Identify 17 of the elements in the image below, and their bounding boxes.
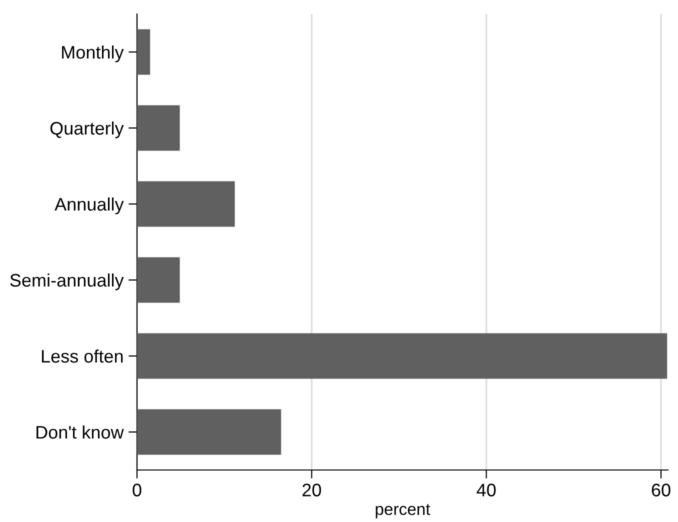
bar (137, 409, 282, 455)
bar (137, 333, 668, 379)
bar (137, 257, 180, 303)
bar (137, 105, 180, 151)
x-tick-label: 20 (302, 484, 322, 496)
y-tick-label: Annually (54, 197, 124, 214)
bar (137, 181, 235, 227)
y-tick-label: Monthly (62, 45, 124, 62)
y-tick-label: Less often (42, 349, 123, 363)
x-tick-label: 40 (476, 484, 496, 496)
x-axis-title: percent (376, 504, 430, 518)
bar (137, 29, 150, 75)
y-tick-label: Quarterly (50, 121, 124, 138)
x-tick-label: 0 (132, 484, 142, 496)
y-tick-label: Semi-annually (10, 273, 124, 290)
x-tick-label: 60 (652, 484, 670, 496)
y-tick-label: Don't know (36, 425, 124, 439)
